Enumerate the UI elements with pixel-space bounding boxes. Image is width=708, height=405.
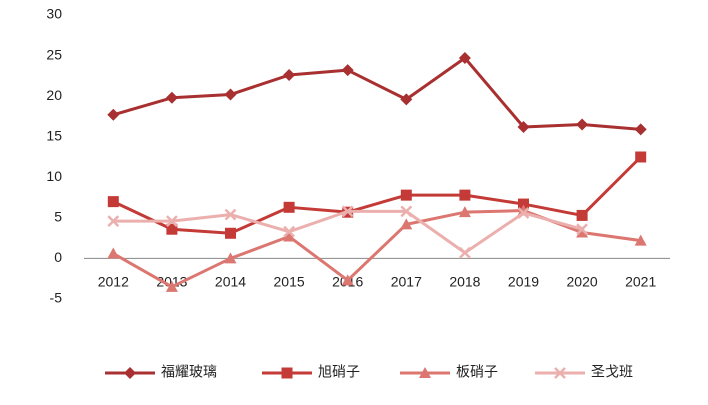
x-tick-label: 2020 xyxy=(567,274,598,290)
y-tick-label: 5 xyxy=(54,209,62,225)
data-point xyxy=(107,247,120,259)
legend-label: 旭硝子 xyxy=(318,364,360,380)
x-tick-label: 2019 xyxy=(508,274,539,290)
data-point xyxy=(283,201,295,213)
data-point xyxy=(458,52,471,65)
data-point xyxy=(341,64,354,77)
data-point xyxy=(634,123,647,136)
legend-label: 福耀玻璃 xyxy=(161,364,217,380)
data-point xyxy=(165,91,178,104)
y-tick-label: 10 xyxy=(46,168,62,184)
x-tick-label: 2018 xyxy=(449,274,480,290)
data-point xyxy=(224,88,237,101)
x-tick-label: 2014 xyxy=(215,274,246,290)
data-point xyxy=(400,189,412,201)
data-point xyxy=(166,223,178,235)
data-point xyxy=(400,93,413,106)
data-point xyxy=(107,215,120,227)
data-point xyxy=(166,215,178,227)
x-tick-label: 2017 xyxy=(391,274,422,290)
data-point xyxy=(107,108,120,121)
y-tick-label: 0 xyxy=(54,249,62,265)
data-point xyxy=(635,151,647,163)
y-tick-label: 25 xyxy=(46,46,62,62)
legend-marker xyxy=(281,367,293,379)
series-line xyxy=(112,56,641,131)
y-tick-label: 30 xyxy=(46,6,62,22)
data-point xyxy=(224,208,237,221)
data-point xyxy=(283,225,295,238)
legend-label: 板硝子 xyxy=(456,364,498,380)
data-point xyxy=(518,198,529,210)
data-point xyxy=(107,196,119,208)
data-point xyxy=(341,274,354,286)
data-point xyxy=(400,205,413,218)
data-point xyxy=(576,209,588,221)
data-point xyxy=(225,227,236,239)
data-point xyxy=(165,280,178,292)
x-tick-label: 2021 xyxy=(625,274,656,290)
y-tick-label: 15 xyxy=(46,127,62,143)
data-point xyxy=(341,205,354,218)
data-point xyxy=(224,252,237,264)
data-point xyxy=(576,226,589,238)
x-tick-label: 2012 xyxy=(98,274,129,290)
data-point xyxy=(459,246,471,259)
data-point xyxy=(576,223,588,236)
data-point xyxy=(400,218,413,230)
y-tick-label: 20 xyxy=(46,87,62,103)
data-point xyxy=(576,118,589,131)
data-point xyxy=(459,189,471,201)
legend-marker xyxy=(419,367,431,378)
data-point xyxy=(517,207,530,219)
legend-marker xyxy=(554,367,566,379)
y-tick-label: -5 xyxy=(50,290,63,306)
series-line xyxy=(112,155,642,235)
data-point xyxy=(458,206,471,218)
data-point xyxy=(283,69,296,82)
legend-marker xyxy=(124,367,136,379)
data-point xyxy=(634,234,647,246)
data-point xyxy=(283,230,296,242)
data-point xyxy=(517,120,530,133)
legend-label: 圣戈班 xyxy=(591,364,633,380)
x-tick-label: 2015 xyxy=(274,274,305,290)
